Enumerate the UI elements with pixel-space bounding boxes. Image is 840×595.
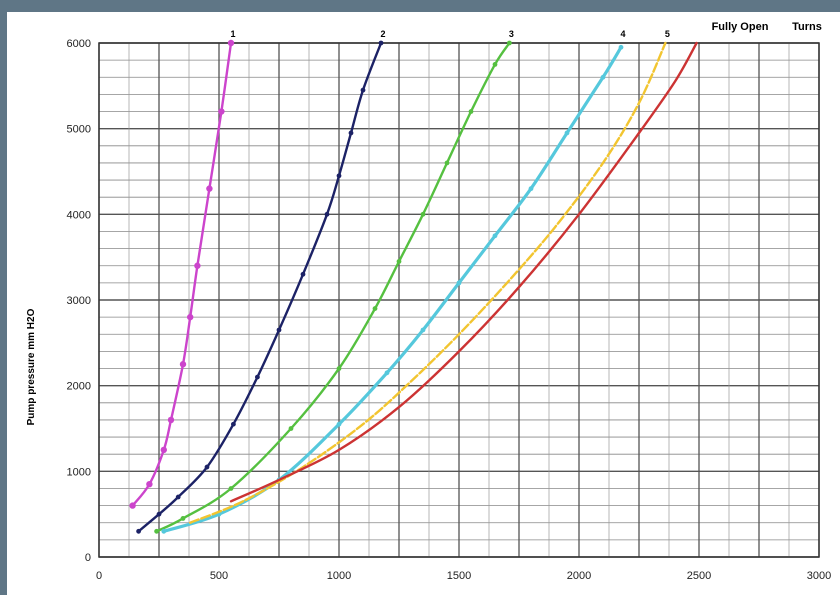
grid-lines (98, 42, 820, 558)
series-point-2 (336, 366, 342, 371)
series-point-0 (218, 108, 225, 115)
x-tick-label: 2000 (567, 570, 591, 582)
series-point-0 (194, 262, 201, 269)
y-tick-label: 4000 (67, 209, 91, 221)
tick-labels: 0 500 1000 1500 2000 2500 3000 0 1000 2000 3000 400… (67, 38, 832, 582)
series-point-0 (167, 416, 175, 424)
x-tick-label: 2500 (687, 570, 711, 582)
y-tick-label: 3000 (67, 295, 91, 307)
series-point-1 (136, 528, 142, 534)
series-line-1 (137, 41, 383, 533)
series-point-1 (348, 130, 354, 136)
series-point-1 (324, 211, 330, 217)
series-point-0 (129, 502, 136, 509)
x-tick-label: 3000 (807, 570, 831, 582)
series-point-3 (600, 74, 606, 80)
series-point-3 (420, 327, 426, 333)
curve-label-2: 2 (380, 29, 385, 39)
pressure-chart: 0 500 1000 1500 2000 2500 3000 0 1000 2000 3000 400… (26, 21, 832, 582)
plot-border (98, 42, 820, 558)
curve-label-5: 5 (665, 29, 670, 39)
series-line-5 (229, 41, 698, 503)
y-tick-label: 2000 (67, 381, 91, 393)
series-point-3 (564, 130, 570, 136)
series-line-0 (131, 41, 233, 507)
series-point-2 (468, 109, 474, 114)
y-axis-label: Pump pressure mm H2O (26, 308, 37, 425)
header-label-fully-open: Fully Open (712, 21, 769, 33)
series-point-2 (492, 62, 498, 67)
y-tick-label: 5000 (67, 124, 91, 136)
series-point-2 (507, 40, 512, 46)
series-lines (129, 39, 698, 534)
series-point-3 (161, 528, 167, 534)
y-tick-label: 6000 (67, 38, 91, 50)
series-point-0 (146, 480, 153, 488)
series-point-2 (288, 426, 294, 431)
series-point-3 (618, 44, 624, 50)
series-point-2 (444, 160, 450, 166)
header-label-turns: Turns (792, 21, 822, 33)
series-point-2 (228, 486, 234, 491)
x-tick-label: 0 (96, 570, 102, 582)
x-tick-label: 500 (210, 570, 228, 582)
series-point-3 (384, 370, 390, 376)
series-point-3 (456, 280, 462, 286)
series-point-2 (154, 528, 160, 534)
x-tick-label: 1500 (447, 570, 471, 582)
series-point-2 (180, 516, 186, 521)
x-tick-label: 1000 (327, 570, 351, 582)
series-point-0 (160, 446, 167, 454)
series-point-1 (204, 464, 210, 470)
series-point-2 (420, 211, 426, 217)
series-point-1 (231, 421, 236, 427)
series-point-0 (179, 361, 187, 368)
series-point-1 (336, 173, 342, 179)
series-point-3 (336, 421, 342, 427)
series-point-1 (378, 40, 384, 46)
curve-labels: 1 2 3 4 5 (230, 29, 669, 39)
series-point-1 (175, 494, 181, 500)
series-point-1 (255, 374, 260, 380)
curve-label-3: 3 (509, 29, 514, 39)
curve-label-1: 1 (230, 29, 235, 39)
series-point-2 (396, 259, 402, 264)
series-point-1 (300, 271, 306, 277)
series-point-1 (156, 511, 162, 517)
series-point-0 (227, 39, 235, 47)
series-point-1 (276, 327, 282, 333)
y-tick-label: 1000 (67, 466, 91, 478)
chart-frame: 0 500 1000 1500 2000 2500 3000 0 1000 2000 3000 400… (7, 12, 840, 595)
curve-label-4: 4 (620, 29, 625, 39)
series-point-3 (492, 233, 498, 239)
series-line-3 (162, 45, 623, 533)
series-point-3 (528, 186, 534, 192)
series-point-0 (206, 185, 213, 192)
series-point-0 (187, 313, 194, 321)
y-tick-label: 0 (85, 552, 91, 564)
series-point-2 (372, 306, 378, 311)
series-point-1 (360, 87, 366, 93)
